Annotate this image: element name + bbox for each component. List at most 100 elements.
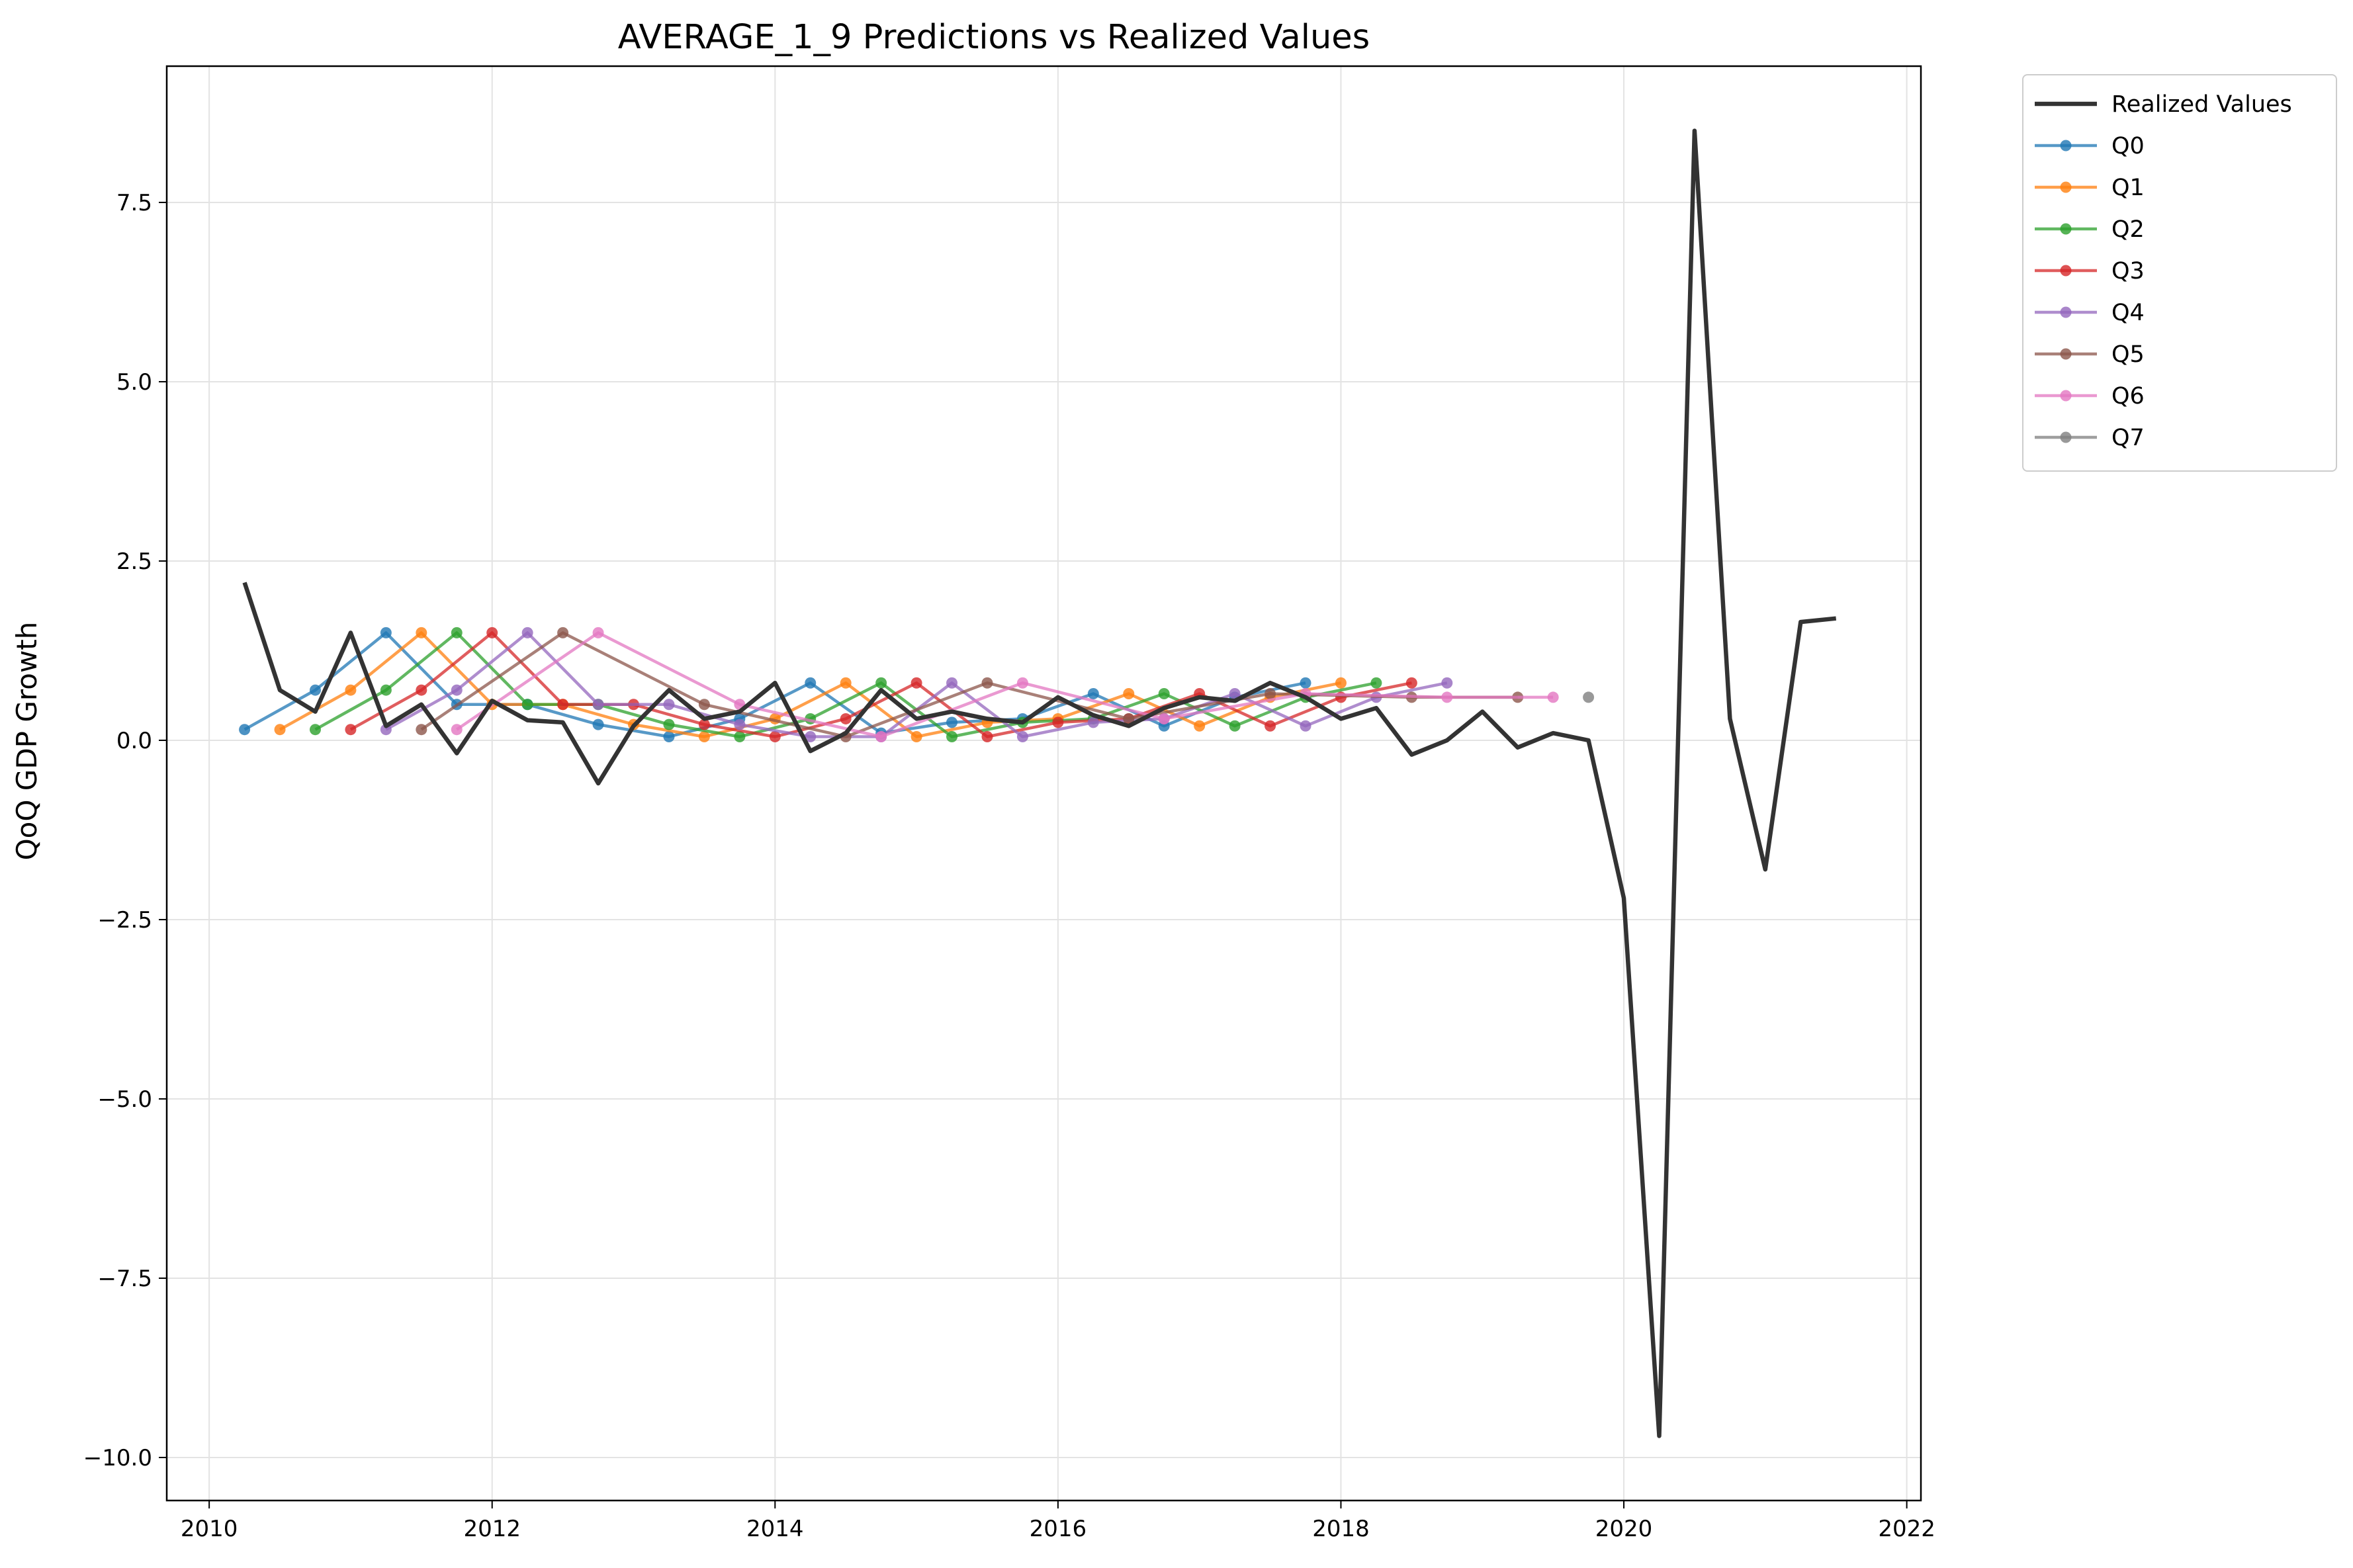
legend-label-q4: Q4	[2111, 300, 2145, 326]
legend: Realized Values Q0 Q1 Q2 Q3 Q4 Q5 Q6 Q7	[2022, 74, 2337, 472]
series-layer	[239, 128, 1837, 1438]
data-point-q1	[345, 684, 357, 696]
data-point-q0	[380, 627, 392, 638]
x-tick-label: 2022	[1878, 1516, 1935, 1542]
data-point-q4	[1087, 717, 1099, 728]
legend-label-q7: Q7	[2111, 425, 2145, 451]
legend-label-q3: Q3	[2111, 258, 2145, 284]
data-point-q1	[1194, 720, 1206, 732]
legend-marker-q1	[2060, 181, 2072, 193]
series-line-q2	[314, 631, 1377, 738]
data-point-q4	[1300, 720, 1311, 732]
legend-label-q1: Q1	[2111, 175, 2145, 201]
data-point-q4	[663, 699, 675, 711]
series-realized-values	[242, 128, 1837, 1438]
data-point-q1	[1335, 677, 1347, 689]
data-point-q3	[345, 724, 357, 736]
legend-label-q5: Q5	[2111, 341, 2145, 368]
data-point-q5	[557, 627, 569, 638]
data-point-q1	[416, 627, 427, 638]
data-point-q0	[805, 677, 817, 689]
x-tick-label: 2020	[1595, 1516, 1653, 1542]
chart-title: AVERAGE_1_9 Predictions vs Realized Valu…	[618, 18, 1370, 57]
data-point-q0	[239, 724, 251, 736]
data-point-q0	[592, 719, 604, 730]
x-tick-label: 2014	[746, 1516, 804, 1542]
data-point-q5	[698, 699, 710, 711]
data-point-q5	[1265, 688, 1276, 699]
grid-lines	[167, 66, 1921, 1501]
data-point-q3	[1405, 677, 1417, 689]
series-q7	[1583, 691, 1595, 703]
data-point-q4	[521, 627, 533, 638]
data-point-q2	[875, 677, 887, 689]
y-tick-label: 0.0	[116, 728, 152, 754]
plot-frame	[165, 65, 1922, 1502]
legend-marker-q7	[2060, 431, 2072, 443]
data-point-q5	[1123, 713, 1135, 724]
series-line-realized-values	[242, 128, 1837, 1438]
data-point-q6	[592, 627, 604, 638]
legend-marker-q6	[2060, 390, 2072, 402]
y-tick-label: −7.5	[97, 1266, 152, 1292]
data-point-q2	[521, 699, 533, 711]
data-point-q3	[1052, 717, 1064, 728]
x-tick-label: 2012	[463, 1516, 521, 1542]
data-point-q0	[946, 717, 958, 728]
legend-label-q6: Q6	[2111, 383, 2145, 410]
data-point-q0	[309, 684, 321, 696]
data-point-q1	[274, 724, 286, 736]
legend-marker-q2	[2060, 223, 2072, 235]
data-point-q2	[734, 731, 746, 743]
data-point-q6	[875, 731, 887, 743]
data-point-q6	[1441, 691, 1453, 703]
data-point-q5	[416, 724, 427, 736]
y-tick-label: −10.0	[83, 1445, 152, 1471]
y-tick-label: −2.5	[97, 907, 152, 934]
data-point-q3	[981, 731, 993, 743]
y-axis-label: QoQ GDP Growth	[11, 622, 43, 861]
data-point-q3	[557, 699, 569, 711]
legend-marker-q3	[2060, 265, 2072, 277]
data-point-q0	[663, 731, 675, 743]
data-point-q2	[1158, 688, 1170, 699]
data-point-q2	[380, 684, 392, 696]
y-tick-label: 7.5	[116, 190, 152, 216]
y-axis: 7.5 5.0 2.5 0.0 −2.5 −5.0 −7.5 −10.0	[83, 190, 167, 1471]
x-tick-label: 2018	[1312, 1516, 1370, 1542]
legend-label-q2: Q2	[2111, 216, 2145, 243]
y-tick-label: 5.0	[116, 369, 152, 396]
legend-marker-q5	[2060, 348, 2072, 360]
data-point-q3	[698, 719, 710, 730]
data-point-q2	[1370, 677, 1382, 689]
data-point-q6	[1016, 677, 1028, 689]
data-point-q6	[451, 724, 463, 736]
data-point-q2	[946, 731, 958, 743]
data-point-q1	[910, 731, 922, 743]
data-point-q4	[734, 719, 746, 730]
data-point-q4	[805, 731, 817, 743]
data-point-q6	[1547, 691, 1559, 703]
x-tick-label: 2010	[181, 1516, 238, 1542]
data-point-q4	[946, 677, 958, 689]
data-point-q3	[910, 677, 922, 689]
series-q6	[451, 627, 1559, 743]
legend-box	[2022, 74, 2337, 472]
data-point-q3	[416, 684, 427, 696]
data-point-q4	[1441, 677, 1453, 689]
legend-marker-q0	[2060, 140, 2072, 152]
data-point-q1	[1123, 688, 1135, 699]
data-point-q3	[486, 627, 498, 638]
data-point-q2	[663, 719, 675, 730]
data-point-q1	[698, 731, 710, 743]
data-point-q4	[592, 699, 604, 711]
x-axis: 2010 2012 2014 2016 2018 2020 2022	[181, 1501, 1935, 1542]
x-tick-label: 2016	[1030, 1516, 1087, 1542]
legend-label-q0: Q0	[2111, 133, 2145, 159]
legend-label-realized-values: Realized Values	[2111, 91, 2292, 118]
series-line-q3	[349, 631, 1412, 738]
data-point-q7	[1583, 691, 1595, 703]
data-point-q0	[1300, 677, 1311, 689]
data-point-q2	[451, 627, 463, 638]
